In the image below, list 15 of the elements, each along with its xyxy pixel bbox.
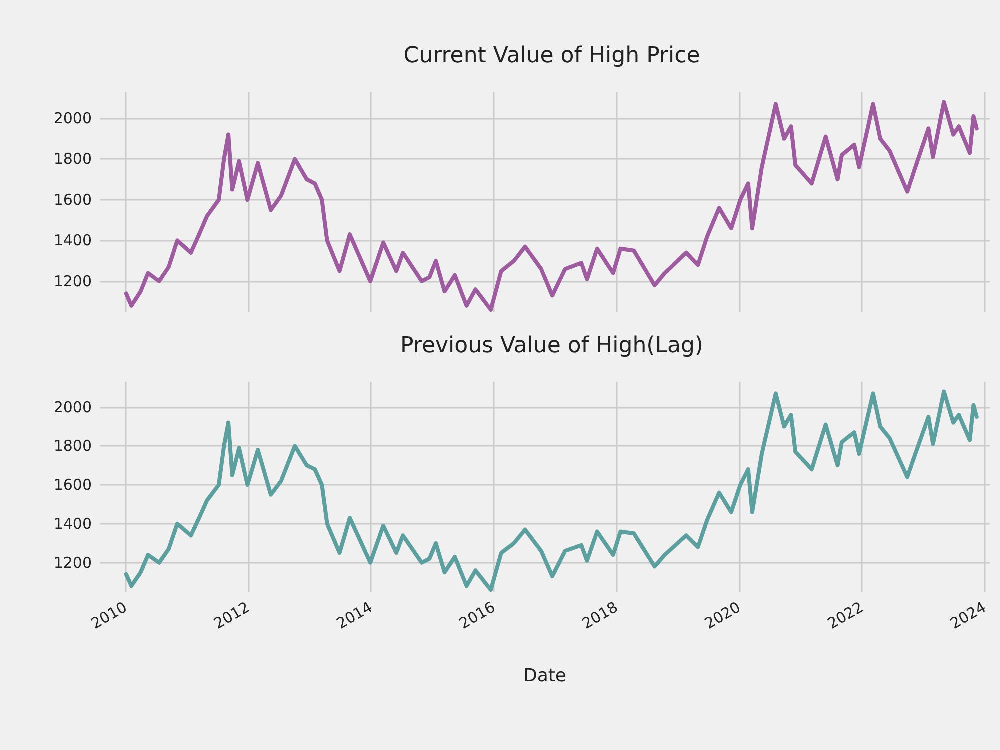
y-tick-label: 1400 [54, 232, 92, 250]
x-axis-title: Date [523, 666, 567, 686]
y-tick-label: 1200 [54, 272, 92, 290]
y-tick-label: 1800 [54, 437, 92, 456]
y-tick-label: 1200 [54, 554, 92, 572]
y-tick-label: 2000 [54, 398, 92, 416]
y-tick-label: 2000 [54, 109, 92, 128]
line-series [124, 100, 979, 312]
y-tick-label: 1600 [54, 190, 92, 209]
chart-title: Current Value of High Price [404, 44, 700, 68]
line-series [124, 390, 979, 592]
y-tick-label: 1600 [54, 476, 92, 494]
y-tick-label: 1400 [54, 514, 92, 533]
chart-title: Previous Value of High(Lag) [400, 334, 704, 358]
y-tick-label: 1800 [54, 150, 92, 168]
